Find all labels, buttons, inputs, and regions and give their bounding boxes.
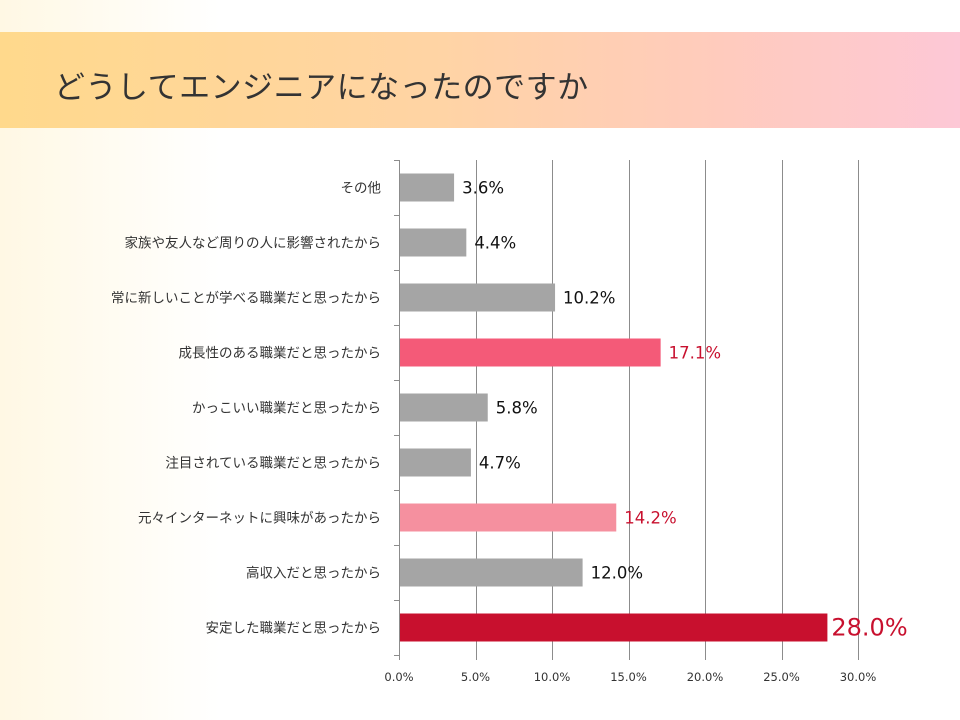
- value-label: 28.0%: [831, 614, 907, 642]
- page-title: どうしてエンジニアになったのですか: [54, 70, 589, 106]
- x-tick-label: 25.0%: [763, 670, 800, 684]
- bar: [400, 503, 617, 532]
- x-tick-label: 10.0%: [534, 670, 571, 684]
- category-label: 安定した職業だと思ったから: [206, 621, 382, 637]
- value-label: 5.8%: [496, 399, 538, 418]
- category-label: 常に新しいことが学べる職業だと思ったから: [111, 291, 381, 307]
- axes: [394, 160, 859, 660]
- bar: [400, 558, 583, 587]
- category-label: 家族や友人など周りの人に影響されたから: [125, 235, 382, 252]
- x-tick-label: 0.0%: [384, 670, 413, 684]
- x-tick-label: 5.0%: [461, 670, 490, 684]
- bar: [400, 283, 556, 312]
- bar: [400, 393, 488, 422]
- bar: [400, 613, 828, 642]
- bar: [400, 173, 455, 202]
- category-label: 成長性のある職業だと思ったから: [179, 346, 382, 362]
- bar: [400, 228, 467, 257]
- labels: 0.0% 5.0% 10.0% 15.0% 20.0% 25.0% 30.0% その他 3.6%…: [111, 179, 908, 685]
- category-label: かっこいい職業だと思ったから: [192, 401, 381, 417]
- title-banner: [0, 32, 960, 128]
- value-label: 14.2%: [624, 509, 676, 528]
- x-tick-label: 20.0%: [687, 670, 724, 684]
- value-label: 10.2%: [563, 289, 615, 308]
- category-label: 元々インターネットに興味があったから: [138, 511, 381, 527]
- bars: [400, 173, 828, 642]
- value-label: 17.1%: [669, 344, 721, 363]
- category-label: 高収入だと思ったから: [246, 565, 381, 582]
- value-label: 3.6%: [462, 179, 504, 198]
- category-label: 注目されている職業だと思ったから: [165, 456, 381, 472]
- bar: [400, 448, 471, 477]
- x-tick-label: 15.0%: [610, 670, 647, 684]
- value-label: 12.0%: [591, 564, 643, 583]
- x-tick-label: 30.0%: [840, 670, 877, 684]
- category-label: その他: [341, 181, 382, 197]
- value-label: 4.4%: [474, 234, 516, 253]
- bar: [400, 338, 661, 367]
- value-label: 4.7%: [479, 454, 521, 473]
